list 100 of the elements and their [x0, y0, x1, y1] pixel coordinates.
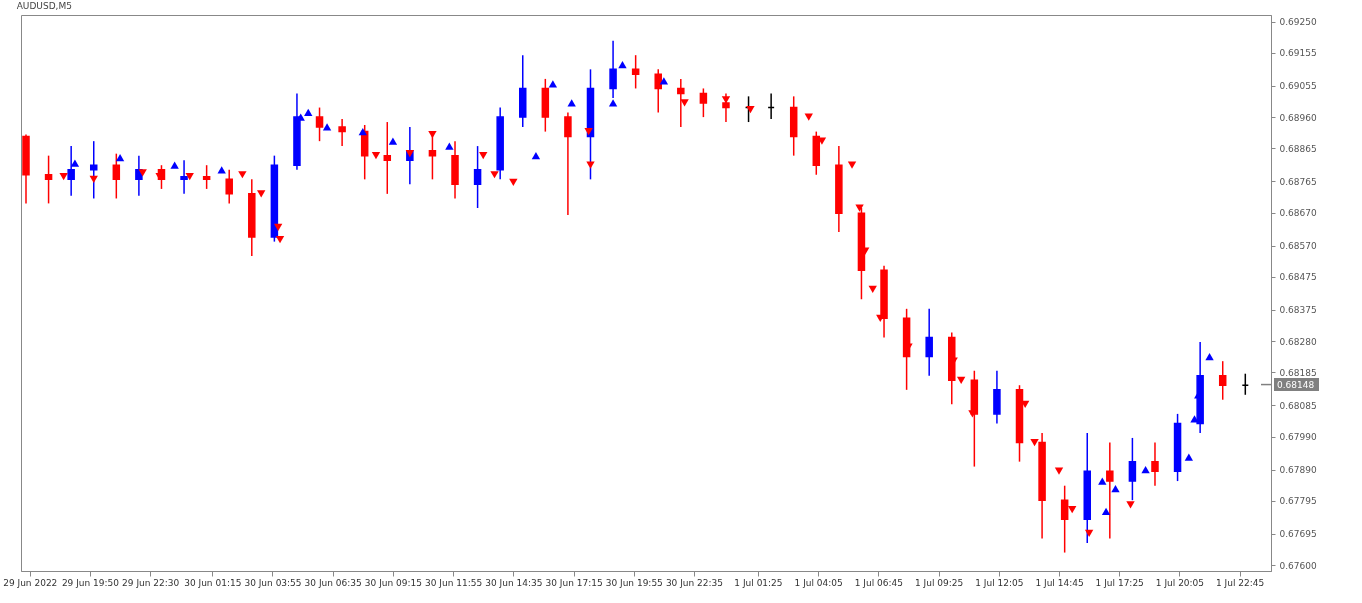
- point: [445, 142, 454, 150]
- point: [115, 154, 125, 162]
- point: [170, 161, 179, 169]
- x-tick-label: 30 Jun 17:15: [545, 577, 603, 588]
- point: [586, 161, 595, 169]
- point: [584, 127, 593, 136]
- y-tick-label: 0.68865: [1279, 143, 1317, 154]
- x-tick-label: 30 Jun 11:55: [425, 577, 483, 588]
- candlestick: [89, 140, 98, 200]
- y-tick-label: 0.67695: [1279, 529, 1317, 540]
- x-tick-label: 30 Jun 09:15: [364, 577, 423, 588]
- x-tick-label: 1 Jul 01:25: [734, 577, 783, 588]
- y-tick-label: 0.67890: [1279, 465, 1317, 476]
- point: [804, 113, 813, 121]
- y-tick-label: 0.67990: [1279, 432, 1317, 443]
- point: [388, 137, 398, 145]
- y-tick-label: 0.69250: [1279, 17, 1317, 28]
- point: [59, 173, 68, 181]
- candlestick: [564, 111, 572, 216]
- x-tick-label: 30 Jun 03:55: [244, 577, 302, 588]
- candlestick: [44, 154, 53, 205]
- candlestick: [722, 92, 730, 123]
- y-tick-label: 0.67600: [1279, 560, 1317, 571]
- point: [1141, 465, 1150, 474]
- point: [567, 99, 576, 107]
- y-tick-label: 0.69155: [1279, 48, 1317, 59]
- point: [1068, 506, 1077, 514]
- point: [1111, 485, 1120, 493]
- x-tick-label: 1 Jul 20:05: [1155, 577, 1205, 588]
- point: [847, 161, 857, 169]
- ref-line-label: 0.68148: [1277, 379, 1315, 390]
- point: [1184, 453, 1194, 461]
- y-tick-label: 0.67795: [1279, 496, 1317, 507]
- point: [721, 96, 731, 104]
- point: [490, 171, 499, 179]
- x-tick-label: 29 Jun 2022: [3, 577, 58, 588]
- point: [1030, 438, 1039, 447]
- point: [322, 123, 332, 131]
- x-tick-label: 30 Jun 06:35: [304, 577, 362, 588]
- point: [371, 152, 381, 160]
- point: [257, 190, 266, 198]
- candlestick: [609, 39, 617, 99]
- candlestick: [338, 118, 346, 147]
- point: [428, 130, 437, 139]
- point: [1098, 477, 1107, 485]
- y-tick-label: 0.68280: [1279, 336, 1317, 347]
- point: [855, 204, 864, 212]
- point: [304, 108, 313, 117]
- point: [70, 159, 80, 167]
- point: [868, 285, 877, 293]
- point: [138, 169, 147, 177]
- x-tick-label: 1 Jul 14:45: [1035, 577, 1084, 588]
- y-tick-label: 0.68085: [1279, 400, 1317, 411]
- candlestick: [202, 164, 211, 190]
- x-tick-label: 1 Jul 04:05: [794, 577, 843, 588]
- y-tick-label: 0.68475: [1279, 272, 1317, 283]
- x-tick-label: 1 Jul 12:05: [975, 577, 1024, 588]
- y-tick-label: 0.69055: [1279, 81, 1317, 92]
- point: [185, 173, 194, 181]
- point: [956, 376, 966, 384]
- y-tick-label: 0.68960: [1279, 112, 1317, 123]
- y-tick-label: 0.68375: [1279, 305, 1317, 316]
- x-tick-label: 1 Jul 22:45: [1216, 577, 1265, 588]
- point: [746, 105, 755, 114]
- y-tick-label: 0.68570: [1279, 241, 1317, 252]
- point: [618, 61, 627, 69]
- point: [1126, 501, 1135, 509]
- point: [1101, 507, 1111, 515]
- y-tick-label: 0.68670: [1279, 208, 1317, 219]
- candlestick: [925, 308, 933, 377]
- point: [1084, 529, 1094, 538]
- x-tick-label: 30 Jun 14:35: [485, 577, 543, 588]
- x-tick-label: 30 Jun 19:55: [605, 577, 663, 588]
- point: [608, 99, 618, 107]
- point: [217, 166, 226, 174]
- point: [479, 152, 488, 160]
- x-tick-label: 1 Jul 09:25: [914, 577, 964, 588]
- candlestick: [1218, 360, 1227, 401]
- x-tick-label: 1 Jul 17:25: [1095, 577, 1144, 588]
- point: [1205, 352, 1214, 361]
- y-tick-label: 0.68185: [1279, 367, 1317, 378]
- y-tick-label: 0.68765: [1279, 176, 1317, 187]
- chart-title: AUDUSD,M5: [16, 1, 72, 11]
- candlestick: [1151, 441, 1159, 487]
- x-tick-label: 30 Jun 01:15: [184, 577, 242, 588]
- x-tick-label: 29 Jun 22:30: [122, 577, 180, 588]
- point: [531, 152, 541, 160]
- point: [680, 99, 689, 107]
- point: [275, 236, 285, 244]
- candlestick: [699, 87, 708, 118]
- point: [238, 171, 247, 179]
- point: [509, 178, 518, 186]
- candlestick: [1128, 437, 1137, 501]
- x-tick-label: 29 Jun 19:50: [61, 577, 120, 588]
- point: [273, 223, 283, 232]
- x-tick-label: 30 Jun 22:35: [665, 577, 724, 588]
- point: [358, 127, 367, 136]
- x-tick-label: 1 Jul 06:45: [854, 577, 904, 588]
- point: [89, 175, 98, 183]
- candlestick: [631, 54, 640, 90]
